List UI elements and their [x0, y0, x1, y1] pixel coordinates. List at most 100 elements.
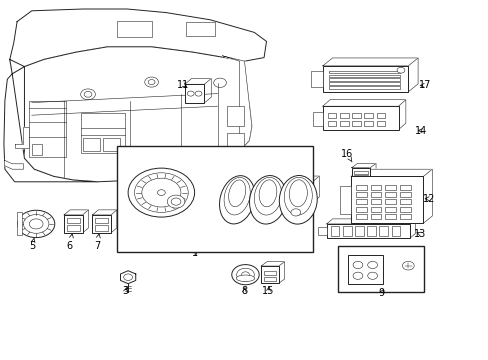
Bar [95, 218, 108, 223]
Bar [353, 175, 367, 178]
Circle shape [38, 108, 48, 115]
Bar [263, 271, 276, 275]
Polygon shape [351, 163, 375, 168]
Bar [95, 225, 108, 231]
Ellipse shape [259, 180, 276, 207]
Bar [399, 199, 410, 204]
Circle shape [213, 78, 226, 87]
Bar [399, 207, 410, 212]
Circle shape [18, 210, 55, 238]
Bar [370, 185, 381, 190]
Bar [81, 113, 124, 153]
Polygon shape [292, 176, 319, 181]
Bar [185, 22, 215, 36]
Ellipse shape [254, 177, 281, 215]
Circle shape [29, 219, 43, 229]
Text: 12: 12 [422, 194, 435, 204]
Text: 7: 7 [94, 234, 100, 251]
Bar [312, 112, 322, 126]
Bar [385, 192, 395, 197]
Text: 2: 2 [196, 211, 203, 225]
Polygon shape [64, 210, 88, 215]
Circle shape [142, 178, 181, 207]
Polygon shape [326, 219, 415, 224]
Bar [92, 215, 111, 233]
Bar [328, 78, 399, 81]
Circle shape [352, 261, 362, 269]
Bar [67, 218, 80, 223]
Polygon shape [313, 176, 319, 202]
Bar [227, 106, 244, 126]
Bar [292, 181, 313, 202]
Bar [347, 255, 383, 284]
Ellipse shape [224, 177, 250, 215]
Circle shape [171, 198, 181, 205]
Bar [317, 227, 326, 235]
Polygon shape [204, 78, 211, 103]
Polygon shape [111, 210, 117, 233]
Bar [340, 186, 350, 214]
Text: 10: 10 [294, 198, 307, 208]
Text: 13: 13 [413, 229, 426, 239]
Polygon shape [409, 219, 415, 238]
Bar [328, 86, 399, 89]
Circle shape [290, 209, 300, 216]
Text: 15: 15 [262, 286, 274, 296]
Polygon shape [153, 180, 158, 199]
Polygon shape [4, 74, 98, 182]
Bar [67, 225, 80, 231]
Bar [366, 226, 375, 236]
Bar [364, 121, 372, 126]
Circle shape [134, 173, 188, 212]
Bar [328, 82, 399, 85]
Bar [117, 146, 312, 252]
Circle shape [402, 261, 413, 270]
Bar [342, 226, 351, 236]
Bar [370, 199, 381, 204]
Text: 14: 14 [414, 126, 427, 136]
Bar [379, 226, 387, 236]
Polygon shape [369, 163, 375, 185]
Circle shape [34, 105, 52, 118]
Bar [351, 168, 369, 185]
Bar [399, 192, 410, 197]
Text: 3: 3 [122, 286, 128, 296]
Ellipse shape [249, 176, 286, 224]
Polygon shape [222, 56, 251, 151]
Circle shape [187, 91, 194, 96]
Circle shape [84, 91, 92, 97]
Polygon shape [383, 250, 387, 284]
Polygon shape [398, 100, 405, 130]
Bar [326, 224, 409, 238]
Ellipse shape [279, 176, 317, 224]
Bar [227, 133, 244, 151]
Bar [330, 226, 339, 236]
Polygon shape [184, 78, 211, 84]
Bar [399, 185, 410, 190]
Text: 4: 4 [142, 174, 147, 187]
Ellipse shape [288, 180, 307, 207]
Polygon shape [138, 180, 158, 184]
Bar [351, 121, 360, 126]
Text: 16: 16 [340, 149, 353, 162]
Bar [184, 84, 204, 103]
Bar [117, 21, 151, 37]
Circle shape [148, 80, 155, 85]
Bar [370, 207, 381, 212]
Bar [351, 113, 360, 118]
Circle shape [236, 268, 254, 281]
Circle shape [81, 89, 95, 100]
Polygon shape [15, 127, 29, 148]
Polygon shape [278, 262, 284, 283]
Polygon shape [261, 262, 284, 266]
Bar [339, 121, 348, 126]
Bar [261, 266, 278, 283]
Bar [83, 138, 100, 151]
Text: 6: 6 [67, 234, 73, 251]
Bar [338, 246, 423, 292]
Bar [322, 106, 398, 130]
Bar [350, 176, 423, 223]
Text: 1: 1 [192, 248, 198, 258]
Bar [102, 138, 120, 151]
Polygon shape [82, 210, 88, 233]
